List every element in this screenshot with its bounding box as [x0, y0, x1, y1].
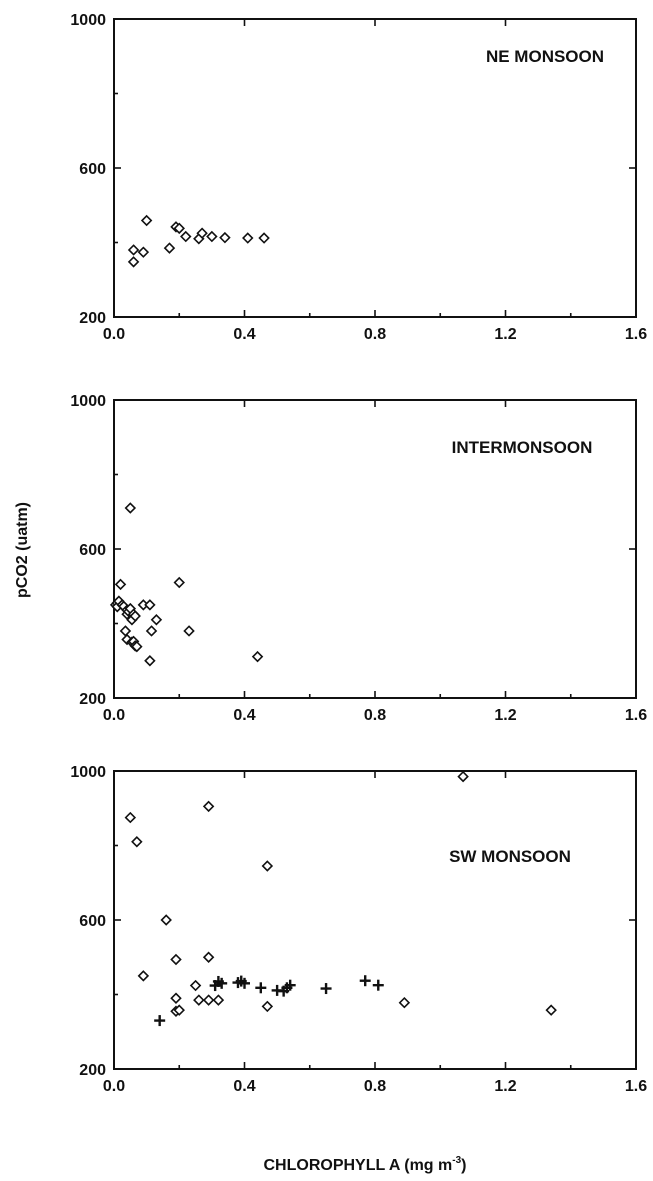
- data-point-plus: [216, 977, 228, 989]
- data-point-diamond: [144, 655, 156, 667]
- data-point-plus: [154, 1015, 166, 1027]
- data-point-diamond: [173, 1004, 185, 1016]
- y-tick-label: 1000: [70, 764, 106, 781]
- x-tick-label: 0.8: [364, 326, 386, 343]
- x-tick-label: 0.0: [103, 326, 125, 343]
- data-point-diamond: [170, 992, 182, 1004]
- y-tick-label: 600: [79, 913, 106, 930]
- data-point-diamond: [114, 578, 127, 591]
- data-point-diamond: [219, 231, 231, 244]
- data-point-diamond: [261, 1000, 274, 1013]
- data-point-diamond: [144, 599, 156, 611]
- panel-title: INTERMONSOON: [452, 438, 593, 457]
- data-point-diamond: [545, 1004, 557, 1016]
- data-point-diamond: [173, 222, 185, 235]
- data-point-diamond: [173, 576, 185, 589]
- x-tick-label: 0.4: [233, 707, 255, 724]
- plot-frame: [113, 770, 637, 1070]
- data-point-plus: [372, 979, 384, 991]
- data-point-diamond: [212, 994, 225, 1006]
- data-point-diamond: [183, 625, 195, 637]
- data-point-diamond: [129, 610, 141, 622]
- data-point-diamond: [180, 230, 192, 243]
- data-point-diamond: [251, 650, 264, 663]
- data-point-diamond: [124, 502, 137, 514]
- data-point-diamond: [160, 914, 172, 926]
- data-point-diamond: [137, 246, 150, 258]
- data-point-diamond: [163, 242, 176, 254]
- y-tick-label: 1000: [70, 12, 106, 29]
- data-point-plus: [320, 983, 332, 995]
- x-tick-label: 0.0: [103, 707, 125, 724]
- x-axis-label: CHLOROPHYLL A (mg m-3): [264, 1155, 467, 1174]
- y-tick-label: 1000: [70, 393, 106, 410]
- x-tick-label: 1.2: [494, 707, 516, 724]
- data-point-plus: [239, 977, 250, 989]
- y-tick-label: 600: [79, 542, 106, 559]
- y-tick-label: 600: [79, 161, 106, 178]
- data-point-diamond: [193, 994, 205, 1006]
- data-point-diamond: [202, 800, 215, 813]
- x-tick-label: 0.8: [364, 707, 386, 724]
- x-tick-label: 1.2: [494, 326, 516, 343]
- x-tick-label: 0.4: [233, 1078, 255, 1095]
- data-point-diamond: [150, 614, 163, 626]
- data-point-diamond: [127, 244, 140, 256]
- y-axis-label: pCO2 (uatm): [14, 502, 31, 598]
- x-axis-label-close: ): [461, 1157, 466, 1174]
- data-point-diamond: [145, 625, 158, 637]
- x-axis-label-superscript: -3: [452, 1155, 461, 1166]
- data-point-diamond: [457, 770, 469, 783]
- y-tick-label: 200: [79, 1062, 106, 1079]
- data-point-diamond: [242, 232, 254, 244]
- data-point-diamond: [189, 979, 202, 992]
- data-point-diamond: [261, 860, 274, 872]
- x-tick-label: 0.4: [233, 326, 255, 343]
- x-tick-label: 1.6: [625, 707, 647, 724]
- chart-panel: 0.0 0.4 0.8 1.2 1.6 200 600 1000 NE MONSOON: [70, 12, 647, 343]
- x-tick-label: 1.2: [494, 1078, 516, 1095]
- data-point-diamond: [137, 970, 150, 982]
- data-point-diamond: [119, 625, 132, 637]
- data-point-diamond: [202, 994, 215, 1006]
- data-point-diamond: [127, 256, 140, 268]
- data-point-plus: [255, 982, 267, 994]
- data-point-plus: [359, 975, 371, 987]
- data-point-diamond: [131, 836, 143, 848]
- y-tick-label: 200: [79, 691, 106, 708]
- chart-panel: 0.0 0.4 0.8 1.2 1.6 200 600 1000 SW MONSOON: [70, 764, 647, 1095]
- data-point-diamond: [258, 232, 270, 244]
- panel-title: SW MONSOON: [449, 847, 571, 866]
- data-point-diamond: [170, 953, 182, 966]
- data-point-diamond: [202, 951, 215, 963]
- data-point-diamond: [398, 996, 411, 1009]
- data-point-diamond: [140, 214, 153, 227]
- data-point-plus: [284, 979, 296, 991]
- data-point-diamond: [206, 230, 218, 243]
- data-point-diamond: [124, 811, 137, 824]
- x-tick-label: 1.6: [625, 1078, 647, 1095]
- y-tick-label: 200: [79, 310, 106, 327]
- panel-title: NE MONSOON: [486, 47, 604, 66]
- x-tick-label: 0.8: [364, 1078, 386, 1095]
- x-tick-label: 1.6: [625, 326, 647, 343]
- x-tick-label: 0.0: [103, 1078, 125, 1095]
- chart-panel: 0.0 0.4 0.8 1.2 1.6 200 600 1000 INTERMONSOON: [70, 393, 647, 724]
- data-point-diamond: [131, 640, 143, 653]
- data-point-diamond: [196, 227, 208, 239]
- x-axis-label-main: CHLOROPHYLL A (mg m: [264, 1157, 453, 1174]
